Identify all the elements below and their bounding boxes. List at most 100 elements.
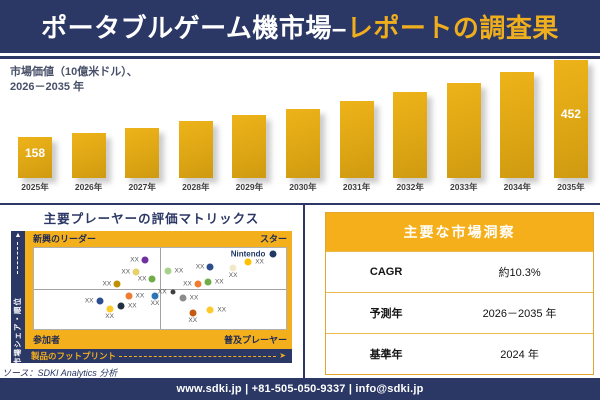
- bar-2028年: [178, 121, 213, 178]
- bar-chart-ticks: 2025年 2026年 2027年 2028年 2029年 2030年 2031年 2032年…: [18, 181, 588, 193]
- scatter-dot: [148, 275, 156, 283]
- bar-rect: 158: [18, 137, 52, 178]
- scatter-point-label: XX: [189, 294, 199, 302]
- x-tick-label: 2030年: [289, 182, 317, 192]
- right-arrow-icon: ➤: [279, 351, 286, 360]
- section-divider-horizontal: [0, 203, 600, 205]
- scatter-point-label: XX: [183, 280, 192, 288]
- scatter-point-label: XX: [102, 280, 112, 288]
- matrix-y-axis: ▲ 市場シェア・順位: [11, 231, 25, 365]
- matrix-frame: 新興のリーダー スター XX XX XX XX XX XX XX XX XX XX Nintendo…: [25, 231, 292, 349]
- matrix-title: 主要プレーヤーの評価マトリックス: [43, 212, 260, 226]
- scatter-point-label: XX: [130, 256, 139, 264]
- y-axis-label: 市場シェア・順位: [13, 297, 22, 365]
- x-tick-label: 2027年: [128, 182, 156, 192]
- bar-rect: [339, 101, 374, 178]
- x-axis-label: 製品のフットプリント: [31, 351, 117, 361]
- scatter-dot: [141, 256, 149, 264]
- scatter-dot: [106, 305, 114, 313]
- scatter-dot: [204, 278, 212, 286]
- caption-line2: 2026－2035 年: [10, 81, 84, 94]
- bar-2027年: [125, 128, 160, 178]
- insights-row-label: 基準年: [369, 349, 403, 361]
- scatter-point-label: XX: [127, 302, 137, 310]
- insights-section: 主要な市場洞察 CAGR 約10.3% 予測年 2026－2035 年基準年 2024 …: [305, 205, 600, 378]
- scatter-point-label: XX: [228, 272, 238, 280]
- scatter-point-label: XX: [84, 297, 94, 305]
- bar-rect: [71, 133, 106, 178]
- bar-rect: [125, 128, 160, 178]
- matrix-section: 主要プレーヤーの評価マトリックス ▲ 市場シェア・順位 新興のリーダー スター …: [0, 205, 303, 378]
- quadrant-divider-horizontal: [34, 288, 286, 290]
- header-banner: ポータブルゲーム機市場–レポートの調査果: [0, 0, 600, 53]
- caption-line1: 市場価値（10億米ドル）、: [10, 66, 138, 78]
- scatter-point-label: XX: [121, 268, 131, 276]
- quadrant-label-emerging-leaders: 新興のリーダー: [33, 234, 97, 244]
- scatter-point-label: XX: [214, 278, 224, 286]
- insights-row-value: 2026－2035 年: [482, 308, 557, 320]
- scatter-dot: [269, 250, 277, 258]
- bar-rect: [178, 121, 213, 178]
- bar-chart-bars: 158 452: [18, 60, 588, 178]
- scatter-label-nintendo: Nintendo: [230, 249, 266, 259]
- insights-row-label: CAGR: [369, 266, 403, 278]
- scatter-dot: [229, 264, 237, 272]
- up-arrow-icon: ▲: [14, 232, 22, 239]
- quadrant-top-labels: 新興のリーダー スター: [33, 232, 287, 245]
- x-tick-label: 2026年: [74, 182, 103, 192]
- x-tick-label: 2029年: [235, 182, 264, 192]
- x-tick-label: 2035年: [557, 182, 585, 192]
- scatter-dot: [125, 292, 132, 300]
- scatter-dot: [113, 280, 121, 288]
- scatter-dot: [194, 280, 202, 288]
- quadrant-label-star: スター: [259, 234, 287, 244]
- bar-2030年: [285, 109, 320, 178]
- bar-rect: [393, 92, 428, 178]
- scatter-point-label: XX: [135, 292, 145, 300]
- footer-banner: www.sdki.jp | +81-505-050-9337 | info@sd…: [0, 378, 600, 400]
- bar-chart-caption: 市場価値（10億米ドル）、 2026－2035 年: [10, 65, 138, 96]
- scatter-dot: [96, 297, 104, 305]
- matrix-plot-area: XX XX XX XX XX XX XX XX XX XX Nintendo XX XX XX XX XX XX…: [33, 247, 287, 330]
- bar-chart-section: 市場価値（10億米ドル）、 2026－2035 年 158 452 2025年 20…: [0, 60, 600, 203]
- section-divider-vertical: [303, 203, 305, 378]
- bar-rect: [285, 109, 320, 178]
- insights-row-value: 約10.3%: [498, 267, 541, 279]
- insights-row-label: 予測年: [369, 308, 403, 320]
- bar-2026年: [71, 133, 106, 178]
- scatter-point-label: XX: [150, 299, 160, 307]
- bar-value-label: 158: [24, 146, 46, 160]
- page-title: ポータブルゲーム機市場–レポートの調査果: [41, 8, 559, 45]
- page-title-accent: レポートの調査果: [346, 13, 559, 43]
- bar-2031年: [339, 101, 374, 178]
- scatter-dot: [206, 306, 214, 314]
- bar-2025年: 158: [18, 137, 52, 178]
- bar-2033年: [446, 83, 481, 178]
- scatter-point-label: XX: [255, 258, 264, 266]
- quadrant-label-pervasive-players: 普及プレーヤー: [223, 335, 287, 345]
- page-title-main: ポータブルゲーム機市場–: [41, 13, 347, 43]
- insights-rows: CAGR 約10.3% 予測年 2026－2035 年基準年 2024 年: [326, 251, 593, 374]
- scatter-dot: [170, 289, 176, 295]
- bar-2029年: [232, 115, 267, 178]
- footer-contact[interactable]: www.sdki.jp | +81-505-050-9337 | info@sd…: [176, 383, 424, 395]
- insights-title: 主要な市場洞察: [326, 213, 593, 251]
- x-tick-label: 2033年: [450, 182, 478, 192]
- bar-rect: [446, 83, 481, 178]
- matrix-x-axis: 製品のフットプリント ➤: [25, 349, 292, 363]
- scatter-dot: [189, 309, 197, 317]
- insights-row-value: 2024 年: [500, 349, 539, 361]
- insights-row-基準年: 基準年 2024 年: [326, 333, 593, 374]
- scatter-dot: [164, 267, 172, 275]
- scatter-point-label: XX: [174, 267, 184, 275]
- header-divider: [0, 56, 600, 59]
- scatter-point-label: XX: [217, 306, 227, 314]
- x-tick-label: 2025年: [21, 182, 49, 192]
- scatter-point-label: XX: [195, 263, 205, 271]
- insights-row-予測年: 予測年 2026－2035 年: [326, 292, 593, 333]
- insights-row-CAGR: CAGR 約10.3%: [326, 251, 593, 292]
- bar-rect: [232, 115, 267, 178]
- quadrant-label-participants: 参加者: [33, 335, 61, 345]
- bar-2034年: [500, 72, 535, 178]
